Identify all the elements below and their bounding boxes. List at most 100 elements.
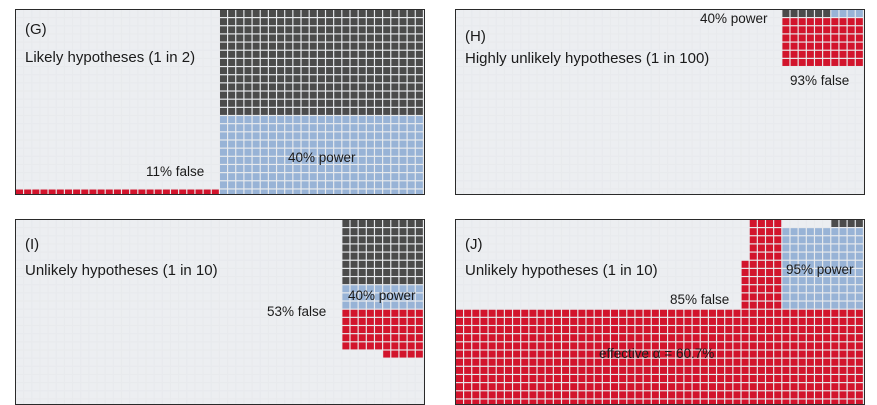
panel-h-letter: (H): [465, 28, 486, 45]
grid-cell-power-block: [366, 285, 374, 293]
grid-cell-false-block: [619, 309, 627, 317]
grid-cell-empty: [211, 277, 219, 285]
grid-cell-false-block: [578, 334, 586, 342]
grid-cell-empty: [594, 99, 602, 107]
grid-cell-empty: [651, 165, 659, 173]
grid-cell-false-block: [643, 399, 651, 404]
grid-cell-empty: [513, 268, 521, 276]
grid-cell-false-block: [480, 334, 488, 342]
grid-cell-empty: [456, 156, 463, 164]
grid-cell-empty: [56, 26, 64, 34]
grid-cell-empty: [73, 277, 81, 285]
grid-cell-empty: [236, 293, 244, 301]
grid-cell-false-block: [676, 309, 684, 317]
grid-cell-empty: [130, 107, 138, 115]
grid-cell-empty: [73, 91, 81, 99]
grid-cell-empty: [651, 252, 659, 260]
grid-cell-empty: [203, 358, 211, 366]
grid-cell-empty: [741, 67, 749, 75]
grid-cell-empty: [56, 391, 64, 399]
grid-cell-false-block: [521, 375, 529, 383]
grid-cell-power-block: [790, 260, 798, 268]
grid-cell-empty: [725, 148, 733, 156]
grid-cell-empty: [138, 148, 146, 156]
grid-cell-dark-block: [342, 244, 350, 252]
grid-cell-false-block: [578, 366, 586, 374]
grid-cell-empty: [179, 399, 187, 404]
grid-cell-power-block: [831, 277, 839, 285]
grid-cell-power-block: [350, 285, 358, 293]
grid-cell-empty: [635, 83, 643, 91]
grid-cell-power-block: [220, 165, 227, 173]
grid-cell-empty: [684, 116, 692, 124]
grid-cell-empty: [611, 58, 619, 66]
grid-cell-false-block: [643, 317, 651, 325]
grid-cell-empty: [676, 220, 684, 227]
grid-cell-empty: [162, 277, 170, 285]
grid-cell-dark-block: [220, 34, 227, 42]
grid-cell-empty: [122, 107, 130, 115]
grid-cell-false-block: [488, 350, 496, 358]
grid-cell-false-block: [521, 383, 529, 391]
grid-cell-empty: [48, 148, 56, 156]
grid-cell-empty: [277, 260, 285, 268]
grid-cell-dark-block: [375, 252, 383, 260]
grid-cell-false-block: [602, 342, 610, 350]
grid-cell-empty: [301, 358, 309, 366]
grid-cell-empty: [578, 67, 586, 75]
grid-cell-empty: [611, 156, 619, 164]
grid-cell-empty: [635, 18, 643, 26]
grid-cell-empty: [64, 58, 72, 66]
grid-cell-empty: [260, 309, 268, 317]
grid-cell-empty: [195, 173, 203, 181]
grid-cell-false-block: [831, 391, 839, 399]
grid-cell-empty: [113, 334, 121, 342]
grid-cell-false-block: [399, 326, 407, 334]
grid-cell-false-block: [488, 383, 496, 391]
grid-cell-false-block: [586, 358, 594, 366]
grid-cell-empty: [545, 181, 553, 189]
grid-cell-power-block: [326, 156, 334, 164]
grid-cell-power-block: [334, 165, 342, 173]
grid-cell-empty: [611, 165, 619, 173]
grid-cell-empty: [692, 34, 700, 42]
grid-cell-empty: [651, 189, 659, 194]
grid-cell-empty: [40, 83, 48, 91]
grid-cell-empty: [97, 244, 105, 252]
grid-cell-empty: [301, 342, 309, 350]
grid-cell-empty: [562, 107, 570, 115]
grid-cell-false-block: [562, 383, 570, 391]
grid-cell-empty: [513, 124, 521, 132]
grid-cell-false-block: [660, 317, 667, 325]
grid-cell-empty: [260, 236, 268, 244]
grid-cell-power-block: [847, 10, 855, 17]
grid-cell-empty: [578, 165, 586, 173]
grid-cell-false-block: [40, 189, 48, 194]
grid-cell-power-block: [309, 124, 317, 132]
grid-cell-empty: [105, 99, 113, 107]
grid-cell-empty: [504, 26, 512, 34]
grid-cell-empty: [594, 107, 602, 115]
grid-cell-dark-block: [391, 67, 399, 75]
grid-cell-empty: [619, 165, 627, 173]
grid-cell-empty: [635, 220, 643, 227]
grid-cell-dark-block: [366, 228, 374, 236]
grid-cell-false-block: [823, 350, 831, 358]
grid-cell-empty: [553, 26, 561, 34]
grid-cell-empty: [496, 236, 504, 244]
grid-cell-empty: [513, 236, 521, 244]
grid-cell-dark-block: [831, 220, 839, 227]
grid-cell-empty: [105, 350, 113, 358]
grid-cell-empty: [456, 220, 463, 227]
grid-cell-empty: [684, 26, 692, 34]
grid-cell-empty: [326, 326, 334, 334]
grid-cell-empty: [309, 260, 317, 268]
grid-cell-false-block: [171, 189, 179, 194]
grid-cell-dark-block: [806, 10, 814, 17]
grid-cell-power-block: [383, 132, 391, 140]
grid-cell-empty: [203, 342, 211, 350]
grid-cell-empty: [464, 34, 472, 42]
grid-cell-empty: [334, 375, 342, 383]
grid-cell-dark-block: [375, 83, 383, 91]
grid-cell-power-block: [399, 285, 407, 293]
